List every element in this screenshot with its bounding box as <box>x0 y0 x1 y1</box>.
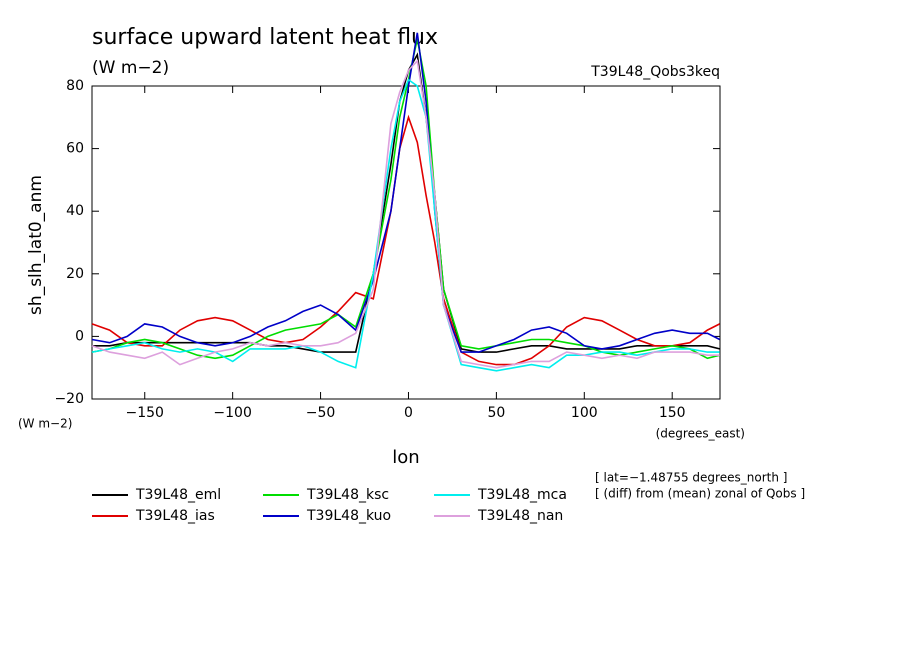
x-tick-label: 150 <box>659 405 686 421</box>
y-axis-label: sh_slh_lat0_anm <box>26 175 46 315</box>
y-tick-label: −20 <box>54 391 84 407</box>
chart-title: surface upward latent heat flux <box>92 25 438 50</box>
note: [ lat=−1.48755 degrees_north ] <box>595 471 787 485</box>
x-unit: (degrees_east) <box>656 427 745 441</box>
series-line <box>91 32 721 353</box>
legend-label: T39L48_ksc <box>306 487 389 503</box>
series-line <box>91 114 721 366</box>
run-label: T39L48_Qobs3keq <box>590 64 720 80</box>
y-tick-label: 0 <box>75 328 84 344</box>
y-tick-label: 60 <box>66 141 84 157</box>
x-tick-label: 0 <box>404 405 413 421</box>
y-unit: (W m−2) <box>18 417 72 431</box>
x-tick-label: 50 <box>487 405 505 421</box>
x-axis-label: lon <box>392 447 419 468</box>
y-tick-label: 40 <box>66 203 84 219</box>
legend-label: T39L48_eml <box>135 487 221 503</box>
legend-label: T39L48_nan <box>477 508 563 524</box>
x-tick-label: −150 <box>126 405 164 421</box>
plot-frame <box>91 85 721 400</box>
units: (W m−2) <box>92 58 169 78</box>
series-line <box>91 59 720 369</box>
legend-label: T39L48_ias <box>135 508 215 524</box>
x-tick-label: 100 <box>571 405 598 421</box>
y-tick-label: 20 <box>66 266 84 282</box>
x-tick-label: −50 <box>306 405 336 421</box>
series-line <box>91 78 720 372</box>
note: [ (diff) from (mean) zonal of Qobs ] <box>595 487 805 501</box>
y-tick-label: 80 <box>66 78 84 94</box>
legend-label: T39L48_kuo <box>306 508 391 524</box>
x-tick-label: −100 <box>213 405 251 421</box>
legend-label: T39L48_mca <box>477 487 567 503</box>
